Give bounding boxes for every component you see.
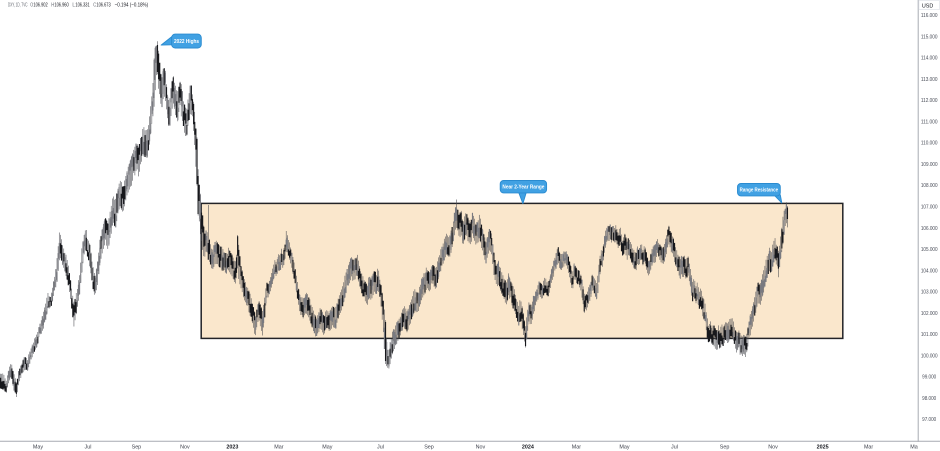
svg-text:106.960: 106.960 [54,2,68,8]
svg-text:106.673: 106.673 [96,2,110,8]
svg-text:106.000: 106.000 [921,226,938,232]
svg-text:115.000: 115.000 [921,34,938,40]
svg-text:2025: 2025 [817,444,829,450]
svg-text:98.000: 98.000 [922,396,936,402]
svg-text:−0.194 (−0.18%): −0.194 (−0.18%) [115,2,149,8]
svg-text:Jul: Jul [85,444,92,450]
svg-text:111.000: 111.000 [921,119,938,125]
svg-text:L: L [72,2,75,8]
svg-text:2024: 2024 [522,444,534,450]
svg-text:Sep: Sep [720,444,730,450]
svg-text:O: O [30,2,33,8]
svg-text:Range Resistance: Range Resistance [740,188,779,194]
svg-text:106.331: 106.331 [75,2,89,8]
svg-text:2023: 2023 [226,444,238,450]
svg-text:102.000: 102.000 [921,311,938,317]
svg-text:Near 2-Year Range: Near 2-Year Range [502,185,544,191]
svg-text:Nov: Nov [476,444,486,450]
svg-text:May: May [33,444,43,450]
svg-text:DXY, 1D, TVC: DXY, 1D, TVC [8,2,28,8]
svg-text:106.902: 106.902 [33,2,47,8]
svg-text:May: May [619,444,629,450]
svg-text:116.000: 116.000 [921,13,938,19]
svg-text:99.000: 99.000 [922,375,936,381]
svg-text:Jul: Jul [377,444,384,450]
svg-text:Nov: Nov [180,444,190,450]
svg-text:97.000: 97.000 [922,417,936,423]
svg-text:Mar: Mar [864,444,873,450]
svg-text:C: C [93,2,96,8]
svg-text:Jul: Jul [671,444,678,450]
svg-text:113.000: 113.000 [921,77,938,83]
svg-text:109.000: 109.000 [921,162,938,168]
svg-text:112.000: 112.000 [921,98,938,104]
svg-text:104.000: 104.000 [921,268,938,274]
svg-text:108.000: 108.000 [921,183,938,189]
svg-text:Sep: Sep [132,444,142,450]
svg-text:Mar: Mar [274,444,283,450]
svg-text:110.000: 110.000 [921,141,938,147]
svg-text:H: H [51,2,54,8]
svg-text:105.000: 105.000 [921,247,938,253]
svg-text:107.000: 107.000 [921,205,938,211]
svg-text:2022 Highs: 2022 Highs [174,39,199,45]
svg-text:Nov: Nov [768,444,778,450]
svg-text:USD: USD [922,3,933,9]
svg-text:Mar: Mar [572,444,581,450]
svg-text:Sep: Sep [424,444,434,450]
svg-text:May: May [322,444,332,450]
svg-text:May: May [910,444,920,450]
svg-text:101.000: 101.000 [921,332,938,338]
svg-text:103.000: 103.000 [921,290,938,296]
svg-text:100.000: 100.000 [921,353,938,359]
svg-text:114.000: 114.000 [921,56,938,62]
